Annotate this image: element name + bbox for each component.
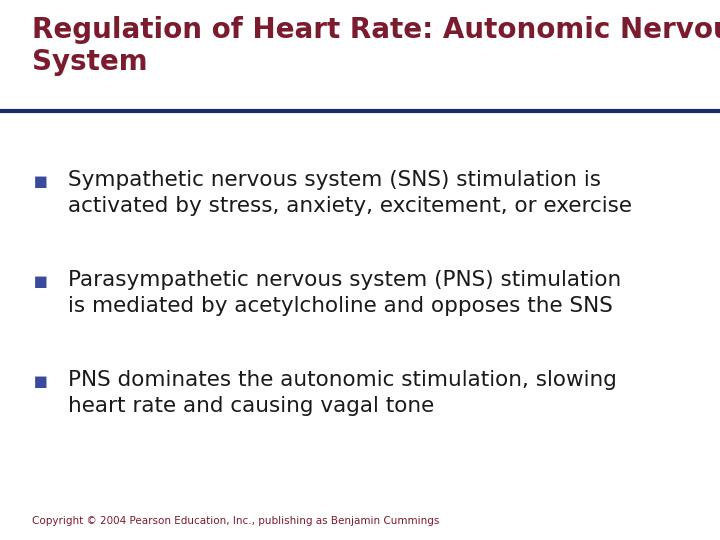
Text: PNS dominates the autonomic stimulation, slowing
heart rate and causing vagal to: PNS dominates the autonomic stimulation,…: [68, 370, 617, 415]
Text: Sympathetic nervous system (SNS) stimulation is
activated by stress, anxiety, ex: Sympathetic nervous system (SNS) stimula…: [68, 170, 632, 215]
Text: ▪: ▪: [32, 170, 48, 193]
Text: Copyright © 2004 Pearson Education, Inc., publishing as Benjamin Cummings: Copyright © 2004 Pearson Education, Inc.…: [32, 516, 440, 526]
Text: Regulation of Heart Rate: Autonomic Nervous
System: Regulation of Heart Rate: Autonomic Nerv…: [32, 16, 720, 76]
Text: ▪: ▪: [32, 270, 48, 293]
Text: ▪: ▪: [32, 370, 48, 393]
Text: Parasympathetic nervous system (PNS) stimulation
is mediated by acetylcholine an: Parasympathetic nervous system (PNS) sti…: [68, 270, 621, 315]
